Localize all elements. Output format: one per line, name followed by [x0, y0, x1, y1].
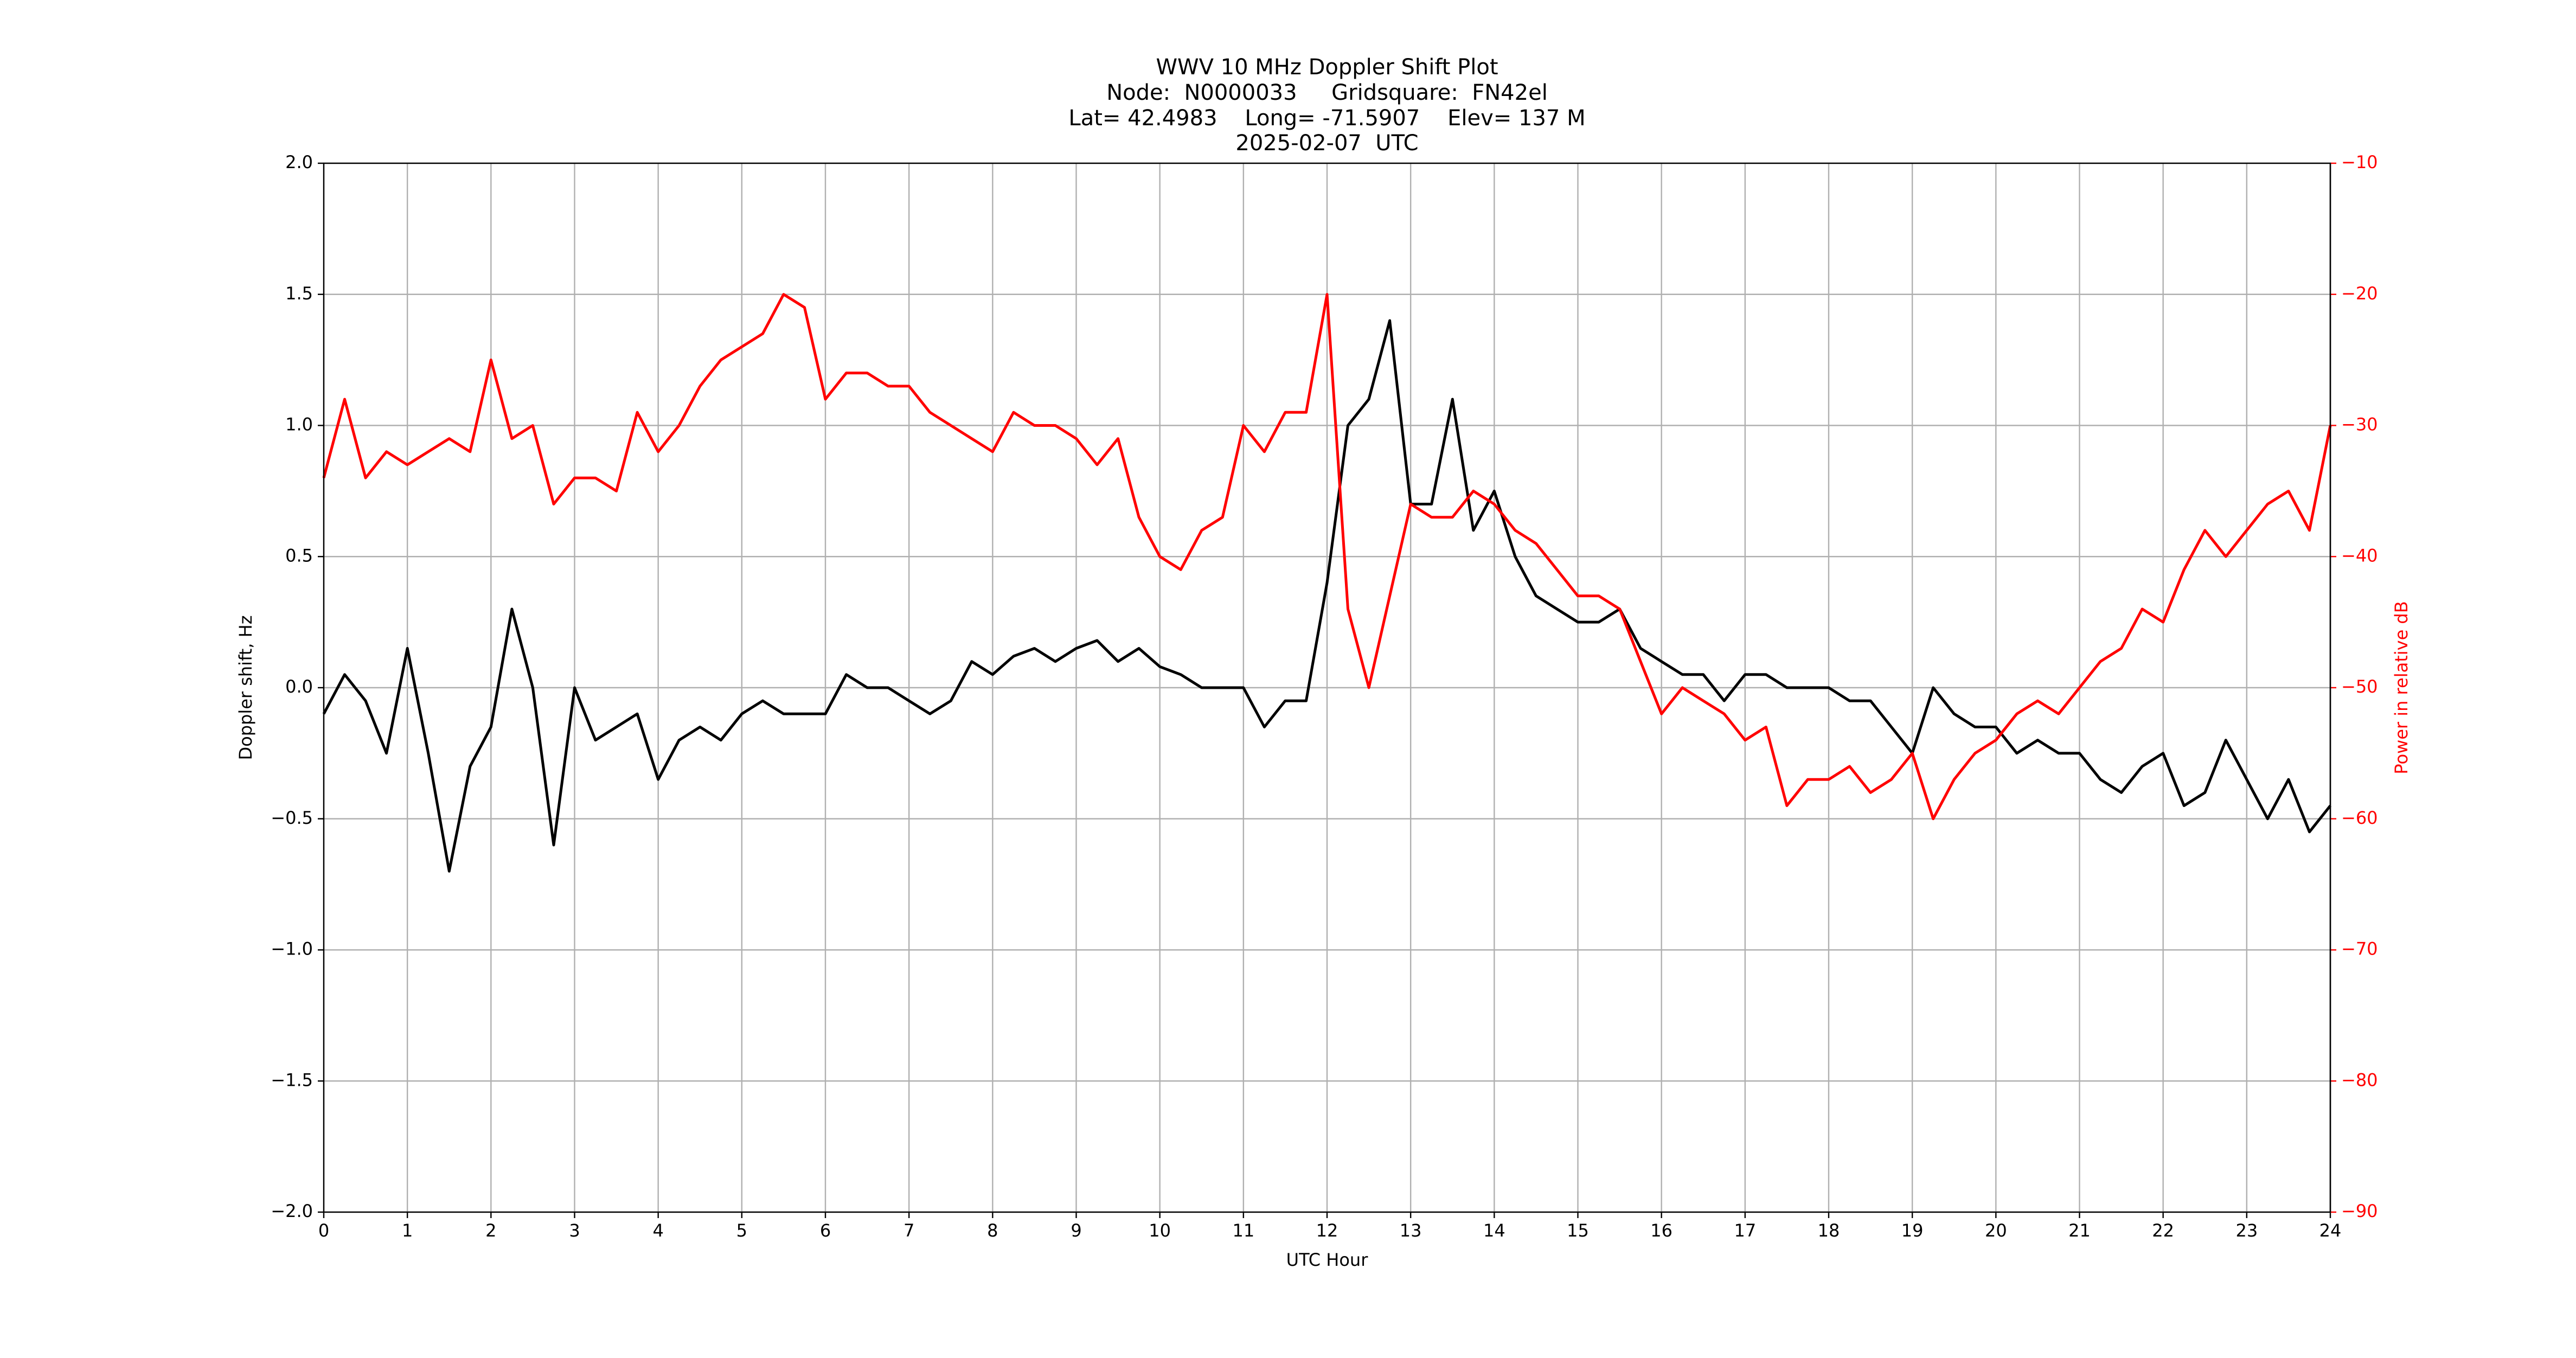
chart-title: WWV 10 MHz Doppler Shift Plot	[1156, 55, 1498, 80]
y-axis-label: Doppler shift, Hz	[235, 615, 256, 760]
x-tick-label: 0	[318, 1220, 329, 1241]
x-tick-label: 4	[652, 1220, 663, 1241]
x-axis-label: UTC Hour	[1286, 1250, 1369, 1270]
x-tick-label: 24	[2319, 1220, 2342, 1241]
data-line	[322, 293, 2332, 821]
x-tick-label: 22	[2152, 1220, 2174, 1241]
x-tick-label: 23	[2235, 1220, 2258, 1241]
x-tick-label: 11	[1232, 1220, 1254, 1241]
y2-tick-label: −30	[2341, 414, 2378, 435]
y-tick-label: 0.0	[285, 676, 313, 697]
y2-tick-label: −60	[2341, 808, 2378, 828]
x-tick-label: 3	[569, 1220, 580, 1241]
x-tick-label: 14	[1483, 1220, 1505, 1241]
x-tick-label: 2	[485, 1220, 496, 1241]
y2-tick-label: −20	[2341, 283, 2378, 304]
x-tick-label: 21	[2068, 1220, 2091, 1241]
x-tick-label: 8	[987, 1220, 998, 1241]
x-tick-label: 12	[1316, 1220, 1338, 1241]
x-tick-label: 19	[1901, 1220, 1924, 1241]
x-tick-label: 5	[736, 1220, 747, 1241]
x-tick-label: 20	[1985, 1220, 2007, 1241]
chart-subtitle: Node: N0000033 Gridsquare: FN42el	[1106, 80, 1548, 105]
y2-tick-label: −50	[2341, 676, 2378, 697]
y-tick-label: −1.0	[271, 939, 313, 959]
y-tick-label: 2.0	[285, 152, 313, 172]
x-tick-label: 6	[820, 1220, 831, 1241]
y-tick-label: −1.5	[271, 1069, 313, 1090]
x-tick-label: 9	[1071, 1220, 1081, 1241]
x-tick-label: 1	[402, 1220, 413, 1241]
y2-tick-label: −70	[2341, 939, 2378, 959]
x-tick-label: 10	[1149, 1220, 1171, 1241]
data-line	[322, 319, 2331, 873]
y-tick-label: −0.5	[271, 808, 313, 828]
y2-axis-label: Power in relative dB	[2391, 601, 2412, 774]
x-tick-label: 17	[1734, 1220, 1756, 1241]
x-tick-label: 18	[1818, 1220, 1840, 1241]
y2-tick-label: −90	[2341, 1201, 2378, 1221]
y2-tick-label: −40	[2341, 545, 2378, 566]
y-tick-label: 1.0	[285, 414, 313, 435]
x-tick-label: 7	[903, 1220, 914, 1241]
y-tick-label: 1.5	[285, 283, 313, 304]
x-tick-label: 13	[1400, 1220, 1422, 1241]
y2-tick-label: −80	[2341, 1069, 2378, 1090]
x-tick-label: 15	[1567, 1220, 1589, 1241]
y-tick-label: 0.5	[285, 545, 313, 566]
x-tick-label: 16	[1650, 1220, 1673, 1241]
y2-tick-label: −10	[2341, 152, 2378, 172]
y-tick-label: −2.0	[271, 1201, 313, 1221]
chart-subtitle: Lat= 42.4983 Long= -71.5907 Elev= 137 M	[1068, 106, 1585, 131]
chart-subtitle: 2025-02-07 UTC	[1235, 131, 1418, 156]
